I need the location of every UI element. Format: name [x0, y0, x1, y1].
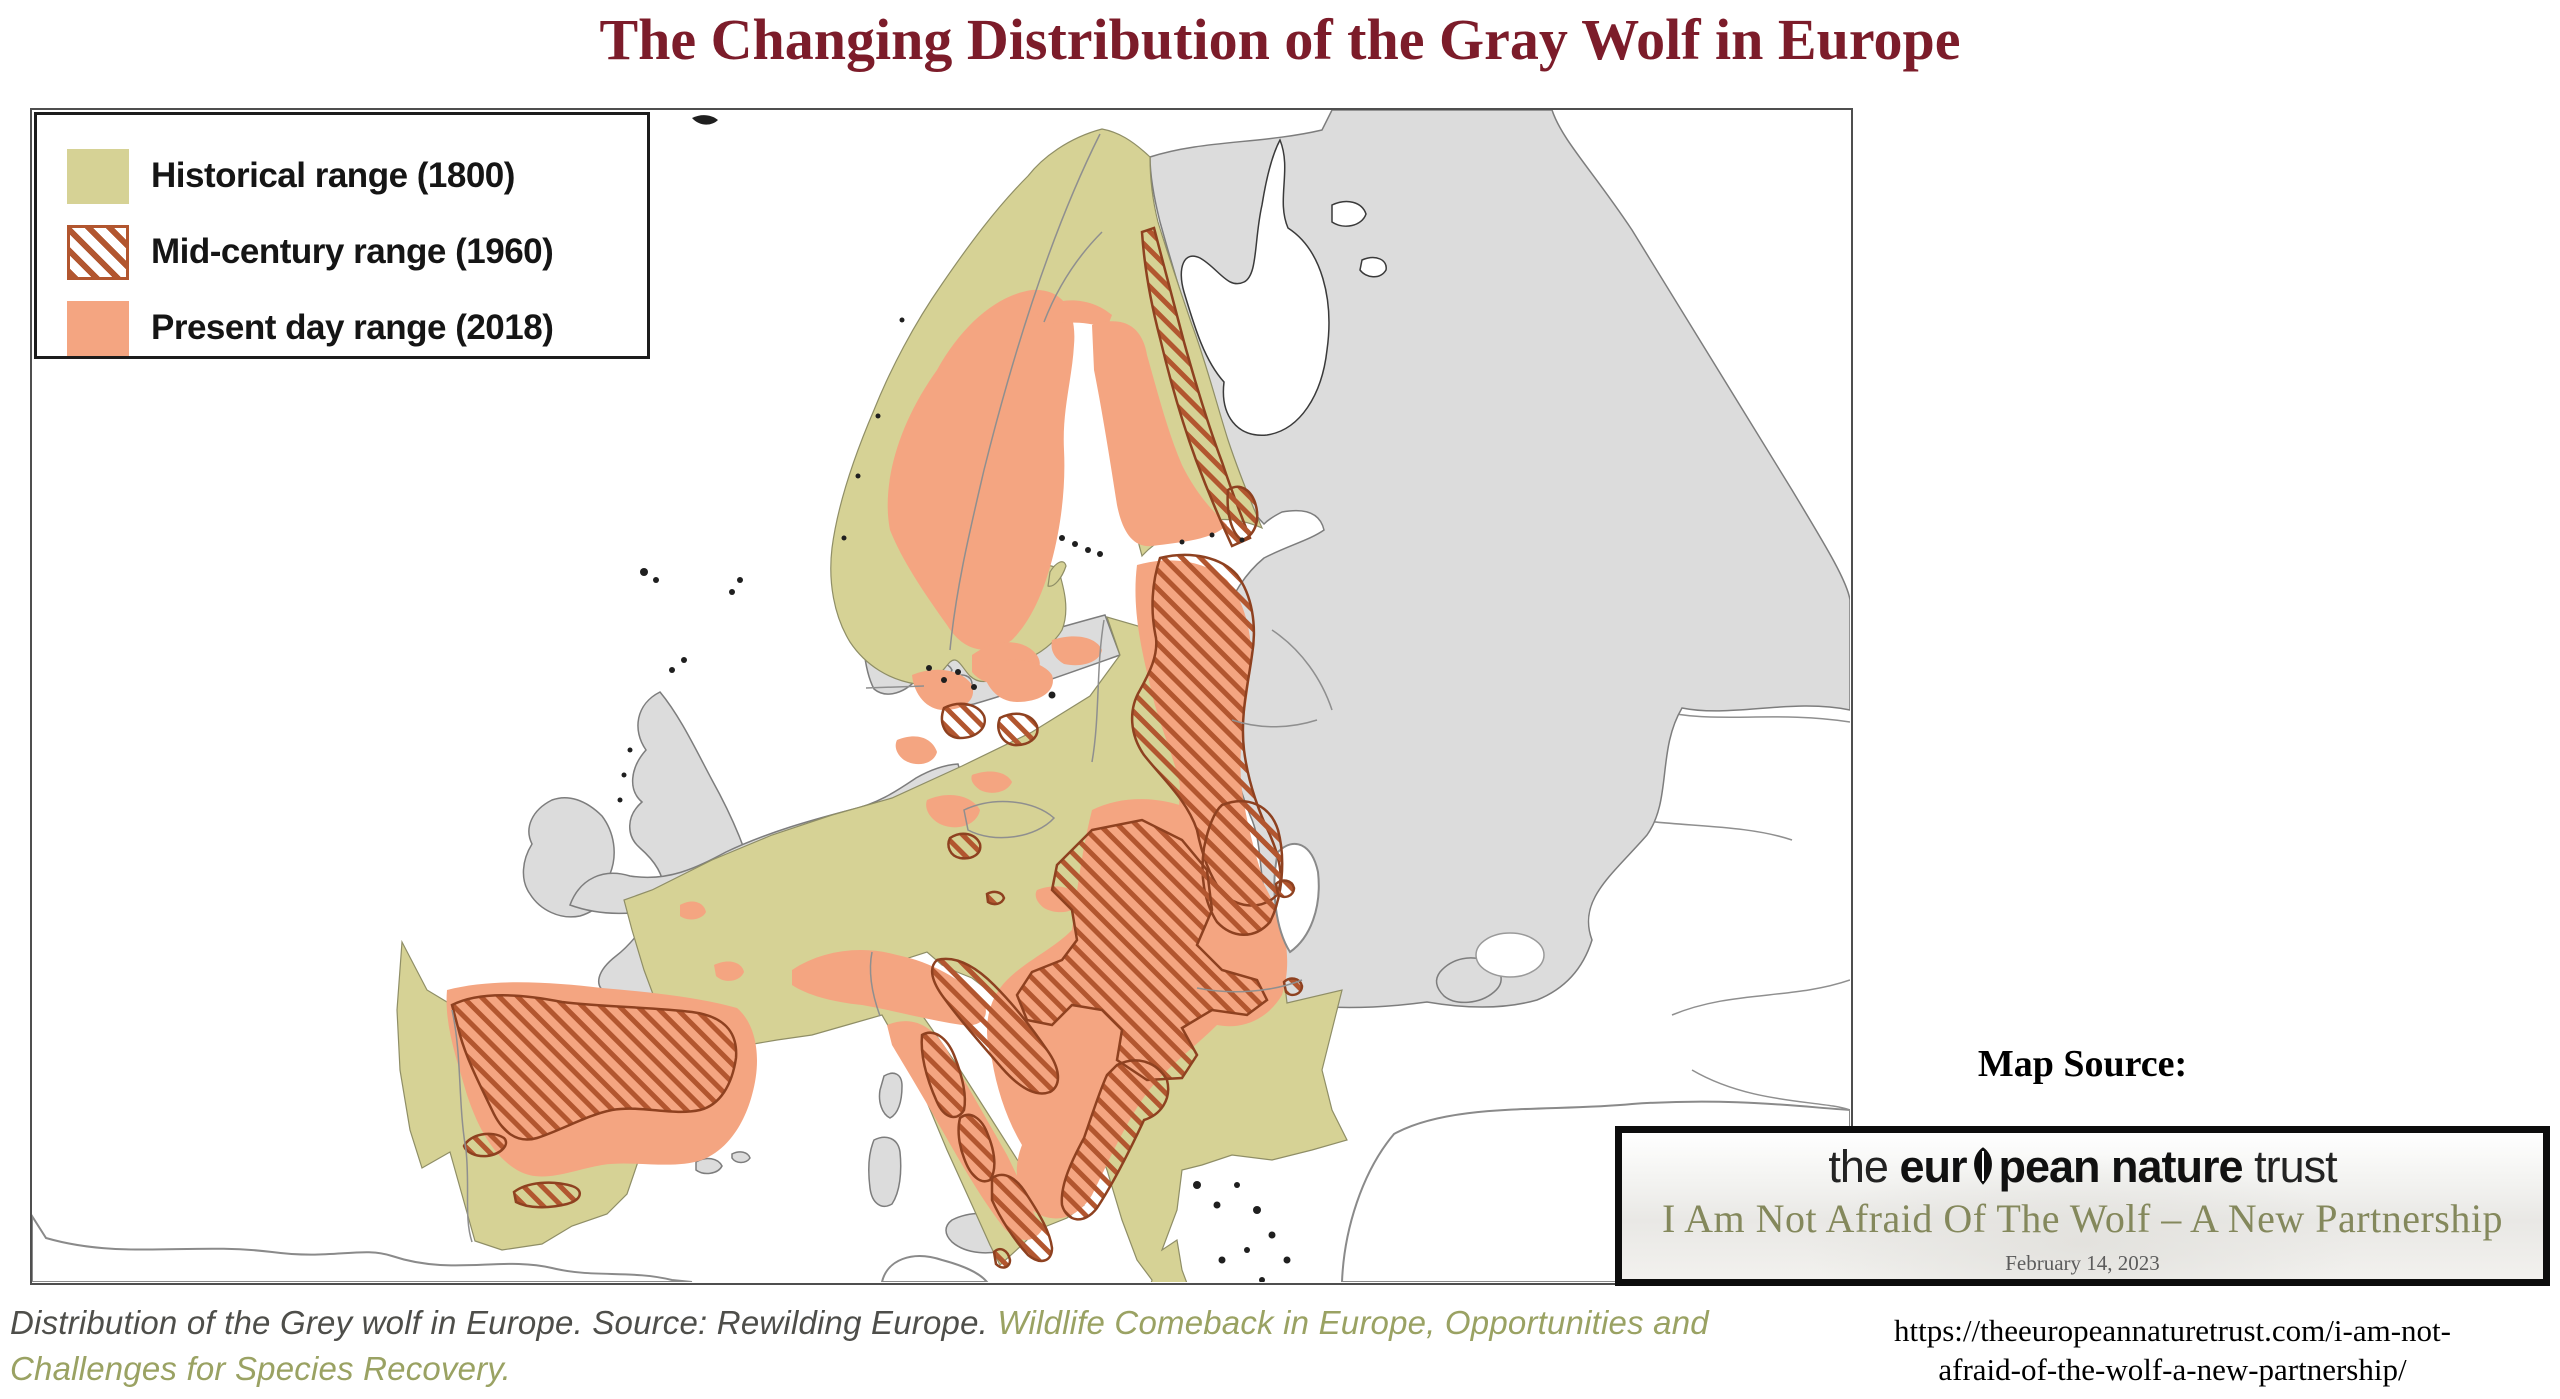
hatch-germany-1	[940, 702, 987, 740]
border-denmark-germany	[865, 685, 925, 689]
legend-item-historical: Historical range (1800)	[67, 147, 515, 205]
hatch-calabria	[992, 1248, 1012, 1269]
logo-eur: eur	[1899, 1141, 1967, 1192]
source-url-line1: https://theeuropeannaturetrust.com/i-am-…	[1894, 1313, 2451, 1348]
salmon-germany-1	[895, 736, 937, 765]
salmon-lapland	[1037, 300, 1112, 328]
wolf-photo-backdrop	[1802, 1153, 2362, 1279]
historical-range-swatch	[67, 148, 129, 204]
logo-pean-nature: pean nature	[1998, 1141, 2244, 1192]
hatch-germany-3	[947, 832, 982, 860]
hatch-apennines-south	[990, 1173, 1054, 1263]
europe-map: Historical range (1800) Mid-century rang…	[30, 108, 1853, 1285]
hatch-nw-spain	[450, 994, 738, 1141]
salmon-ne-germany-2	[982, 659, 1053, 702]
north-africa-coast	[32, 1214, 693, 1282]
salmon-finland	[1092, 321, 1227, 547]
caucasus-line-2	[1691, 1069, 1850, 1111]
border-portugal-spain	[451, 1009, 473, 1243]
hatch-finland-border	[1140, 226, 1252, 548]
map-legend: Historical range (1800) Mid-century rang…	[34, 112, 650, 359]
white-seas	[1180, 138, 1545, 978]
corsica	[878, 1072, 903, 1119]
white-sea	[1180, 138, 1330, 436]
page-title: The Changing Distribution of the Gray Wo…	[599, 7, 1961, 72]
iceland-corner	[692, 115, 718, 125]
source-url-line2: afraid-of-the-wolf-a-new-partnership/	[1938, 1351, 2407, 1387]
hatch-apennines-north	[920, 1031, 967, 1119]
border-france-italy	[869, 951, 881, 1017]
island-specks	[617, 115, 1291, 1282]
caption-text: Distribution of the Grey wolf in Europe.…	[10, 1304, 998, 1341]
sardinia	[868, 1136, 902, 1208]
kola-lakes	[1331, 200, 1387, 278]
country-borders	[451, 133, 1333, 1243]
europe-map-svg	[32, 110, 1850, 1282]
source-article-date: February 14, 2023	[2005, 1251, 2160, 1275]
sea-of-azov	[1475, 932, 1545, 978]
hatch-moldova-dot-1	[1274, 879, 1296, 899]
hatch-dinaric	[930, 957, 1060, 1095]
source-url[interactable]: https://theeuropeannaturetrust.com/i-am-…	[1880, 1312, 2465, 1390]
hatch-apennines-central	[957, 1113, 996, 1183]
gotland	[1047, 561, 1067, 587]
salmon-france-1	[680, 901, 706, 920]
logo-the: the	[1828, 1141, 1889, 1192]
border-belarus-ukraine	[1231, 719, 1318, 728]
map-source-heading: Map Source:	[1977, 1043, 2188, 1085]
european-nature-trust-logo: the eur pean nature trust	[1622, 1141, 2543, 1197]
border-sweden-finland	[1043, 231, 1103, 323]
midcentury-range-swatch	[67, 224, 129, 280]
balearics	[695, 1151, 751, 1175]
salmon-sweden-norway	[887, 289, 1075, 650]
legend-item-midcentury: Mid-century range (1960)	[67, 223, 554, 281]
border-czechia	[963, 800, 1056, 839]
figure-caption: Distribution of the Grey wolf in Europe.…	[10, 1300, 1780, 1391]
salmon-ne-germany-1	[912, 669, 974, 710]
hatch-germany-4	[985, 890, 1006, 906]
border-russia-belarus	[1271, 629, 1333, 711]
hatch-moldova-dot-2	[1282, 977, 1304, 997]
mid-century-range	[450, 226, 1304, 1269]
border-danube	[1196, 979, 1303, 993]
tunisia	[880, 1255, 989, 1282]
salmon-poland-coast	[1051, 636, 1102, 666]
leaf-icon	[1968, 1145, 1998, 1197]
salmon-france-2	[714, 961, 744, 981]
legend-label: Mid-century range (1960)	[151, 232, 554, 271]
caucasus-line-1	[1671, 979, 1850, 1016]
border-norway-sweden	[949, 133, 1101, 651]
present-range-swatch	[67, 300, 129, 356]
hatch-central-spain	[462, 1132, 508, 1158]
hatch-greece	[1060, 1059, 1170, 1221]
border-germany-poland	[1091, 619, 1105, 763]
caption-source-link[interactable]: Wildlife Comeback in Europe, Opportuniti…	[10, 1304, 1709, 1387]
legend-item-present: Present day range (2018)	[67, 299, 554, 357]
legend-label: Present day range (2018)	[151, 308, 554, 347]
hatch-karelia-blob	[1226, 485, 1259, 542]
legend-label: Historical range (1800)	[151, 156, 515, 195]
hatch-south-spain	[512, 1181, 581, 1209]
salmon-czech	[971, 771, 1012, 793]
hatch-germany-2	[997, 712, 1039, 747]
source-article-title: I Am Not Afraid Of The Wolf – A New Part…	[1662, 1196, 2503, 1241]
hatch-west-ukraine	[1201, 799, 1284, 936]
source-box: the eur pean nature trust I Am Not Afraid…	[1615, 1126, 2550, 1286]
logo-trust: trust	[2254, 1141, 2338, 1192]
